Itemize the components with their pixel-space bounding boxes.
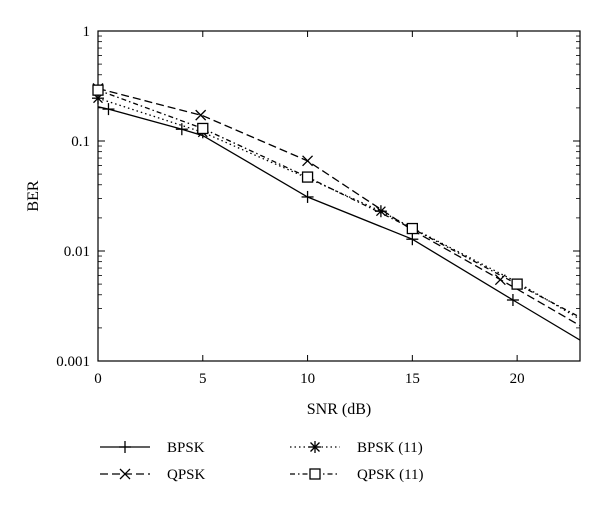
x-marker (195, 109, 207, 121)
legend-item: BPSK (100, 440, 205, 456)
plus-marker (119, 441, 131, 453)
square-marker (406, 222, 418, 235)
x-tick-label: 5 (199, 371, 207, 387)
x-marker (302, 155, 314, 167)
series-line (98, 106, 580, 341)
legend: BPSK QPSK BPSK (11) QPSK (11) (100, 440, 424, 483)
plus-marker (301, 190, 314, 203)
x-tick-label: 10 (300, 371, 315, 387)
axis-ticks (97, 30, 580, 362)
legend-item: QPSK (11) (290, 467, 424, 483)
y-tick-label: 0.1 (71, 134, 90, 150)
y-tick-label: 0.01 (64, 244, 90, 260)
x-marker (119, 468, 131, 480)
legend-label: QPSK (167, 467, 206, 483)
legend-label: BPSK (11) (357, 440, 423, 456)
square-marker (92, 84, 104, 96)
legend-label: QPSK (11) (357, 467, 424, 483)
plus-marker (506, 294, 519, 307)
y-tick-label: 1 (83, 24, 91, 40)
plus-marker (406, 233, 419, 246)
series-line (98, 87, 580, 327)
x-marker (494, 274, 506, 286)
series-line (98, 97, 580, 320)
square-marker (301, 171, 314, 183)
legend-item: BPSK (11) (290, 440, 423, 456)
square-marker (197, 122, 209, 135)
legend-item: QPSK (100, 467, 206, 483)
square-marker (511, 278, 523, 290)
y-tick-label: 0.001 (56, 354, 90, 370)
plus-marker (175, 123, 188, 136)
y-axis-title: BER (25, 180, 42, 211)
legend-label: BPSK (167, 440, 205, 456)
series-markers (92, 83, 523, 307)
x-axis-title: SNR (dB) (307, 401, 371, 418)
x-tick-label: 20 (510, 371, 525, 387)
x-tick-label: 0 (94, 371, 102, 387)
tick-labels: 0 5 10 15 20 0.001 0.01 0.1 1 (56, 24, 524, 387)
plot-frame (97, 30, 581, 362)
square-marker (309, 468, 321, 480)
plus-marker (102, 103, 115, 116)
asterisk-marker (309, 441, 321, 453)
x-tick-label: 15 (405, 371, 420, 387)
asterisk-marker (374, 205, 387, 218)
series-lines (98, 87, 580, 341)
